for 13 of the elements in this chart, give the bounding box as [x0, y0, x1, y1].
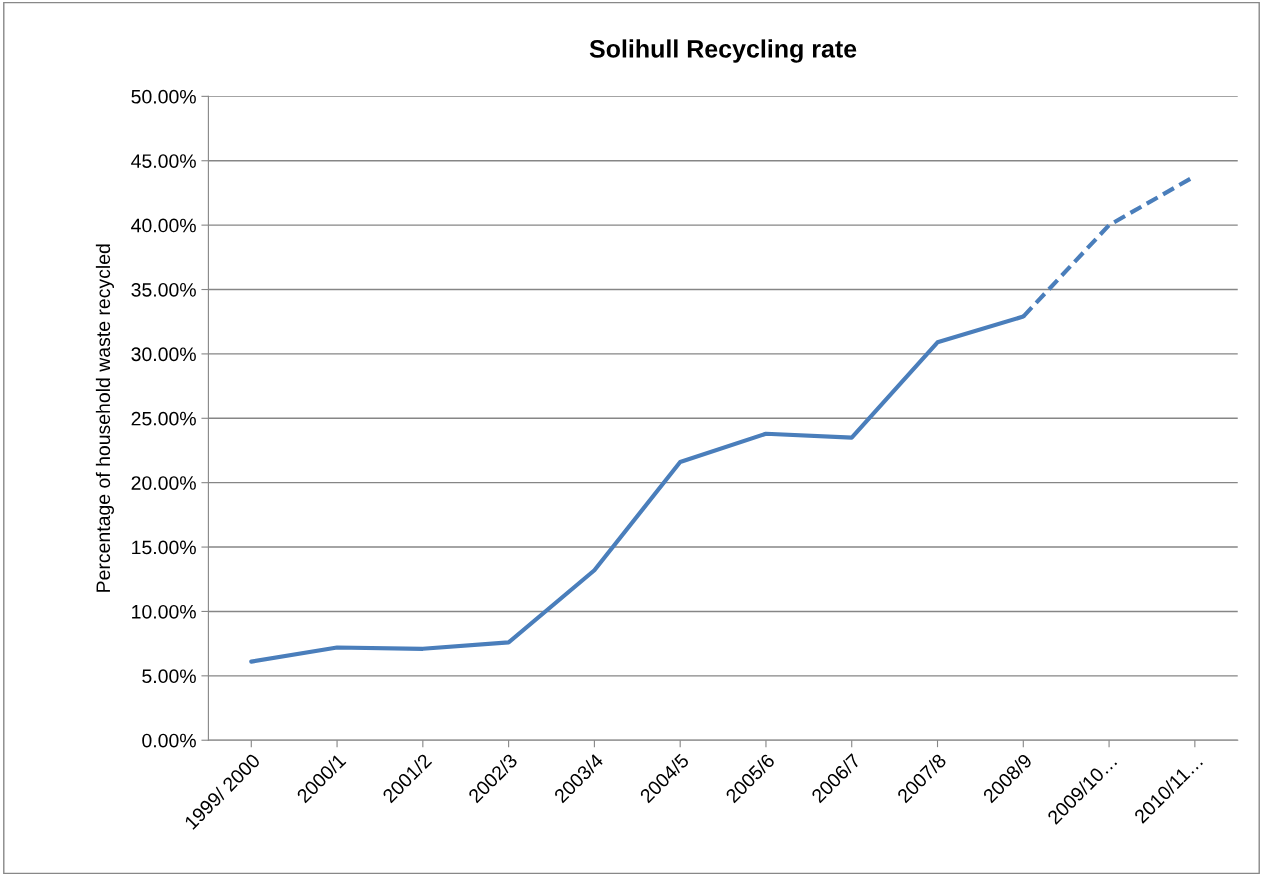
y-tick-label: 0.00%	[142, 733, 196, 748]
y-tick-label: 10.00%	[132, 604, 196, 619]
y-tick-label: 45.00%	[131, 154, 196, 168]
y-tick-label: 25.00%	[131, 411, 196, 426]
y-tick-label: 5.00%	[142, 669, 196, 684]
y-axis-title: Percentage of household waste recycled	[95, 244, 114, 592]
y-tick-label: 40.00%	[131, 218, 196, 233]
y-tick-label: 30.00%	[131, 347, 196, 362]
y-tick-label: 20.00%	[131, 476, 196, 490]
y-tick-label: 50.00%	[131, 89, 196, 104]
chart-title: Solihull Recycling rate	[589, 39, 857, 63]
y-tick-label: 35.00%	[131, 282, 196, 297]
y-tick-label: 15.00%	[132, 540, 196, 555]
